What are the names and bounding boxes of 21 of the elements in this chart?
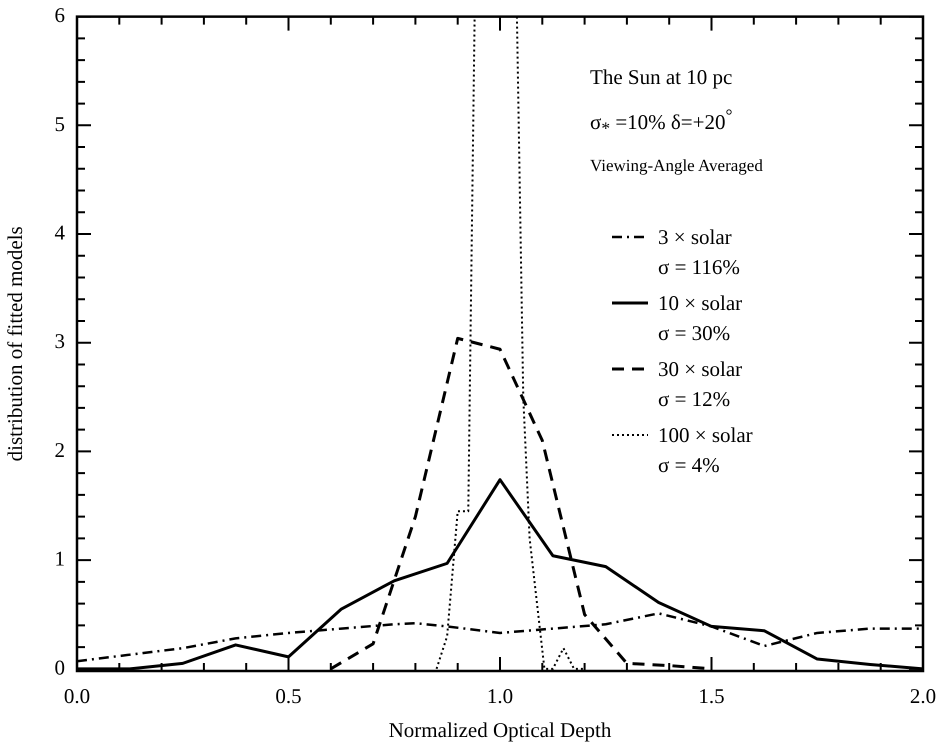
y-tick-label: 6: [54, 3, 65, 28]
y-axis-title: distribution of fitted models: [3, 226, 28, 462]
legend-label: 30 × solar σ = 12%: [658, 356, 742, 413]
x-tick-label: 2.0: [910, 684, 936, 708]
y-tick-label: 1: [54, 546, 65, 571]
x-tick-label: 1.0: [486, 684, 514, 708]
y-tick-label: 3: [54, 329, 65, 354]
annotation: The Sun at 10 pc: [590, 64, 734, 91]
annotation: Viewing-Angle Averaged: [590, 155, 763, 178]
x-tick-label: 0.5: [275, 684, 302, 708]
y-tick-label: 5: [54, 112, 65, 136]
legend-label: 100 × solar σ = 4%: [658, 422, 753, 479]
x-axis-title: Normalized Optical Depth: [388, 718, 612, 742]
y-tick-label: 4: [54, 220, 66, 245]
x-tick-label: 1.5: [698, 684, 725, 708]
y-tick-label: 2: [54, 438, 65, 462]
x-tick-label: 0.0: [64, 684, 90, 708]
annotation: σ$_{*}$ =10% δ=+20$^{°}$: [590, 104, 734, 140]
y-tick-label: 0: [54, 655, 65, 680]
legend-label: 3 × solar σ = 116%: [658, 224, 740, 281]
legend-label: 10 × solar σ = 30%: [658, 290, 742, 347]
